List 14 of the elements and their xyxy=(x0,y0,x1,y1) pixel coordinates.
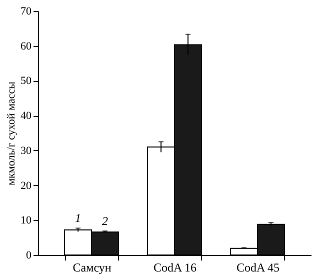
x-tick-label: CodA 16 xyxy=(153,260,197,274)
y-tick-label: 60 xyxy=(20,40,32,52)
y-tick-label: 50 xyxy=(20,75,32,88)
y-axis-title: мкмоль/г сухой массы xyxy=(6,80,18,186)
series-label: 2 xyxy=(102,214,108,228)
y-tick-label: 40 xyxy=(20,110,32,122)
x-tick-label: Самсун xyxy=(72,260,112,274)
y-tick-label: 0 xyxy=(26,250,32,262)
y-tick-label: 10 xyxy=(20,214,32,227)
y-tick-label: 70 xyxy=(20,6,32,18)
y-tick-label: 20 xyxy=(20,180,32,192)
y-tick-label: 30 xyxy=(20,144,32,157)
x-tick-label: CodA 45 xyxy=(236,260,280,274)
series-label: 1 xyxy=(75,211,82,226)
